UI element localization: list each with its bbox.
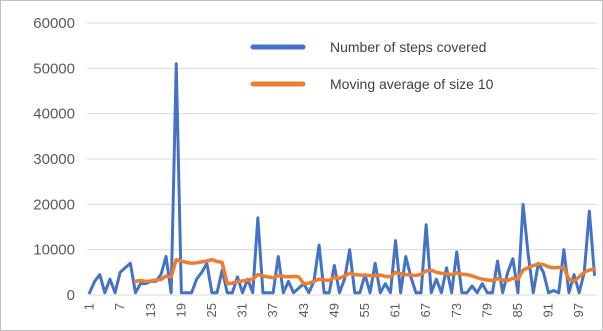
- x-tick-label: 67: [418, 303, 433, 317]
- y-tick-label: 10000: [33, 242, 75, 259]
- series-lines: [88, 62, 597, 295]
- legend-label-steps: Number of steps covered: [330, 39, 486, 55]
- x-tick-label: 49: [326, 303, 341, 317]
- y-axis-tick-labels: 0 10000 20000 30000 40000 50000 60000: [33, 15, 75, 304]
- x-tick-label: 79: [479, 303, 494, 317]
- x-tick-label: 13: [143, 303, 158, 317]
- y-tick-label: 50000: [33, 60, 75, 77]
- x-tick-label: 37: [265, 303, 280, 317]
- x-axis-tick-labels: 1 7 13 19 25 31 37 43 49 55 61 67 73 79 85 91 97: [82, 303, 587, 317]
- y-tick-label: 0: [67, 287, 75, 304]
- x-tick-label: 43: [296, 303, 311, 317]
- x-tick-label: 85: [510, 303, 525, 317]
- x-tick-label: 1: [82, 303, 97, 310]
- x-tick-label: 19: [173, 303, 188, 317]
- x-tick-label: 7: [112, 303, 127, 310]
- x-tick-label: 91: [541, 303, 556, 317]
- x-tick-label: 73: [449, 303, 464, 317]
- series-line-steps: [88, 62, 596, 295]
- x-tick-label: 31: [235, 303, 250, 317]
- legend-label-moving-average: Moving average of size 10: [330, 76, 494, 92]
- y-tick-label: 40000: [33, 106, 75, 123]
- y-tick-label: 20000: [33, 196, 75, 213]
- x-tick-label: 55: [357, 303, 372, 317]
- y-tick-label: 60000: [33, 15, 75, 32]
- y-tick-label: 30000: [33, 151, 75, 168]
- x-tick-label: 61: [388, 303, 403, 317]
- series-line-moving-average: [133, 257, 597, 286]
- legend: Number of steps covered Moving average o…: [250, 39, 494, 92]
- x-tick-label: 25: [204, 303, 219, 317]
- x-tick-label: 97: [571, 303, 586, 317]
